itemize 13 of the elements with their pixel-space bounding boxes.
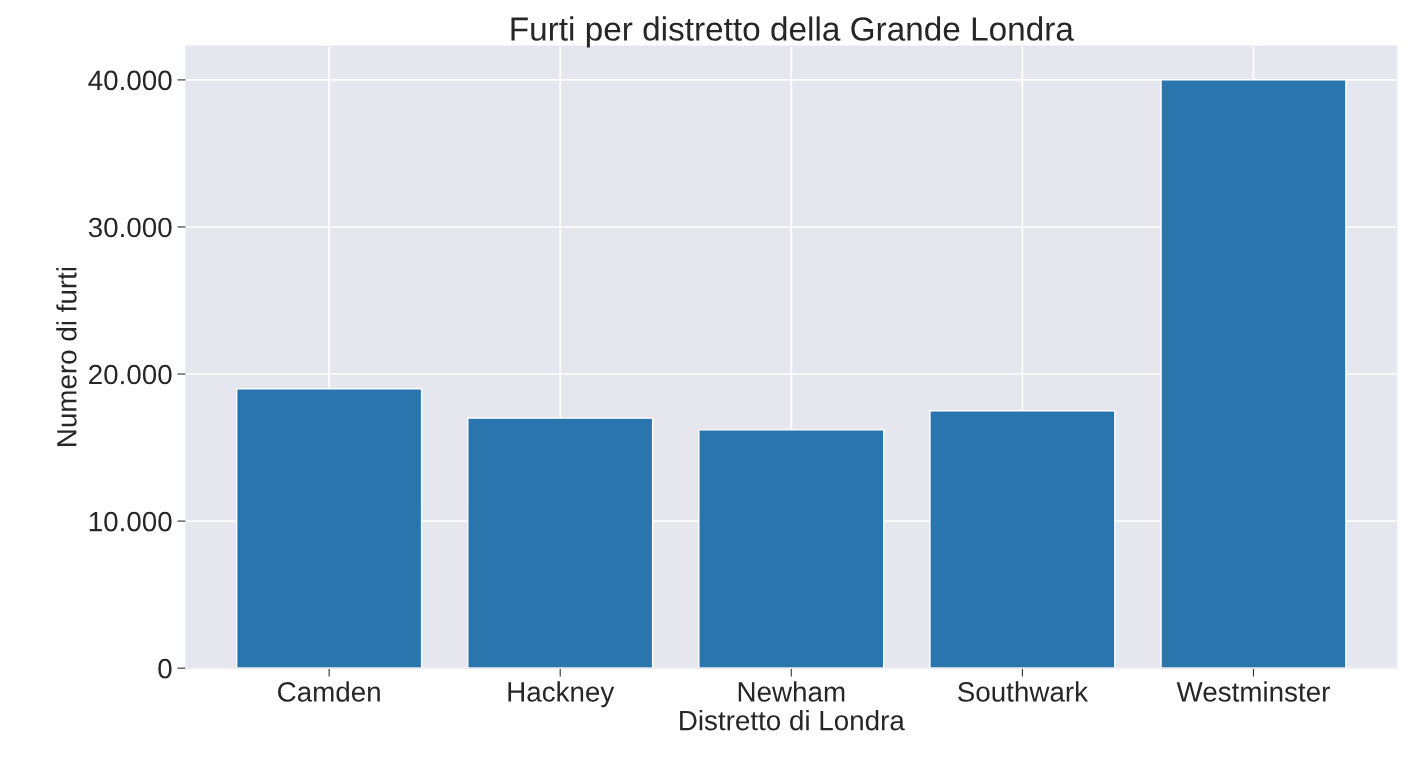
y-axis-title: Numero di furti [56, 267, 77, 446]
y-tick-label: 40.000 [88, 70, 172, 91]
x-tick-label: Westminster [1176, 681, 1330, 702]
x-tick-label: Hackney [508, 681, 615, 708]
y-tick-label: 20.000 [89, 364, 172, 385]
y-tick-label: 30.000 [88, 217, 172, 238]
chart-title: Furti per distretto della Grande Londra [511, 16, 1074, 48]
x-tick-label: Newham [738, 681, 845, 702]
y-tick-label: 10.000 [89, 511, 172, 532]
x-tick-label: Southwark [958, 681, 1089, 702]
x-tick-label: Camden [278, 681, 380, 702]
y-tick-label: 0 [158, 658, 172, 679]
x-axis-title: Distretto di Londra [680, 710, 905, 731]
